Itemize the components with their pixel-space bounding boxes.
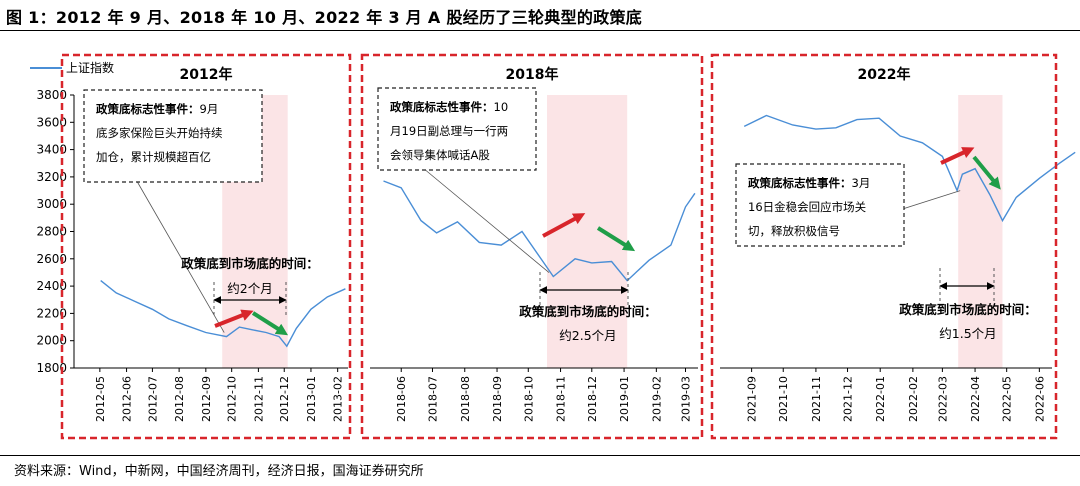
x-tick-label: 2018-09: [491, 376, 504, 422]
callout-leader: [425, 169, 550, 273]
decline-arrow: [972, 155, 1001, 190]
figure-source: 资料来源：Wind，中新网，中国经济周刊，经济日报，国海证券研究所: [14, 464, 424, 479]
x-tick-label: 2022-04: [969, 376, 982, 422]
x-tick-label: 2022-01: [874, 376, 887, 422]
callout-line: 切，释放积极信号: [748, 224, 840, 238]
x-tick-label: 2022-06: [1033, 376, 1046, 422]
callout-line: 16日金稳会回应市场关: [748, 200, 867, 214]
callout-heading: 政策底标志性事件：: [96, 102, 200, 116]
callout-box: [83, 89, 263, 183]
duration-value: 约2.5个月: [559, 328, 616, 343]
rebound-arrow: [214, 309, 254, 328]
x-tick-label: 2012-05: [94, 376, 107, 422]
x-tick-label: 2018-07: [426, 376, 439, 422]
legend-label: 上证指数: [66, 60, 114, 75]
y-tick-label: 2200: [36, 306, 67, 320]
callout-line: 加仓，累计规模超百亿: [96, 150, 211, 164]
panel-title: 2018年: [506, 66, 559, 83]
panel-title: 2012年: [180, 66, 233, 83]
panel-frame: [360, 53, 704, 440]
callout-heading: 政策底标志性事件：: [390, 100, 494, 114]
y-tick-label: 3200: [36, 170, 67, 184]
decline-arrow: [251, 311, 289, 336]
y-tick-label: 3800: [36, 88, 67, 102]
x-tick-label: 2018-10: [522, 376, 535, 422]
duration-label: 政策底到市场底的时间：: [899, 302, 1037, 317]
callout-text: 9月: [200, 102, 219, 116]
panel-frame: [60, 53, 352, 440]
x-tick-label: 2012-07: [146, 376, 159, 422]
panel-1: 2012-05 2012-06 2012-07 2012-08 2012-09 2012-…: [60, 53, 352, 440]
duration-value: 约2个月: [227, 281, 272, 296]
x-tick-label: 2012-06: [121, 376, 134, 422]
y-tick-label: 2400: [36, 279, 67, 293]
title-rule: [0, 30, 1080, 31]
callout-first-line: 政策底标志性事件：9月: [96, 102, 218, 116]
rebound-arrow: [542, 213, 586, 238]
callout-line: 月19日副总理与一行两: [390, 124, 508, 138]
y-tick-label: 1800: [36, 361, 67, 375]
series-line-shanghai-index: [383, 180, 696, 282]
duration-label: 政策底到市场底的时间：: [181, 256, 319, 271]
x-tick-label: 2022-05: [1001, 376, 1014, 422]
x-tick-label: 2021-10: [777, 376, 790, 422]
panel-3: 2021-09 2021-10 2021-11 2021-12 2022-01 2022-…: [710, 53, 1076, 440]
callout-text: 10: [494, 100, 509, 114]
x-tick-label: 2021-12: [842, 376, 855, 422]
x-tick-label: 2021-09: [746, 376, 759, 422]
callout-box: [735, 163, 905, 247]
x-tick-label: 2021-11: [810, 376, 823, 422]
x-tick-label: 2019-02: [650, 376, 663, 422]
x-tick-label: 2013-01: [305, 376, 318, 422]
series-line-shanghai-index: [100, 280, 346, 348]
callout-leader: [137, 181, 225, 333]
policy-bottom-shade: [547, 95, 628, 368]
y-tick-label: 3600: [36, 115, 67, 129]
series-line-shanghai-index: [743, 114, 1076, 223]
y-tick-label: 2800: [36, 225, 67, 239]
x-tick-label: 2022-03: [936, 376, 949, 422]
callout-line: 底多家保险巨头开始持续: [96, 126, 223, 140]
x-tick-label: 2018-08: [459, 376, 472, 422]
x-tick-label: 2019-03: [680, 376, 693, 422]
callout-first-line: 政策底标志性事件：10: [390, 100, 508, 114]
x-tick-label: 2012-11: [252, 376, 265, 422]
panel-frame: [710, 53, 1058, 440]
x-tick-label: 2018-06: [395, 376, 408, 422]
callout-line: 会领导集体喊话A股: [390, 148, 490, 162]
x-tick-label: 2022-02: [907, 376, 920, 422]
x-tick-label: 2012-12: [278, 376, 291, 422]
x-tick-label: 2018-11: [555, 376, 568, 422]
callout-box: [377, 87, 537, 171]
callout-text: 3月: [852, 176, 871, 190]
rebound-arrow: [940, 147, 975, 165]
x-tick-label: 2012-08: [173, 376, 186, 422]
y-tick-label: 2000: [36, 334, 67, 348]
x-tick-label: 2012-10: [226, 376, 239, 422]
y-tick-label: 3400: [36, 143, 67, 157]
policy-bottom-shade: [958, 95, 1003, 368]
callout-heading: 政策底标志性事件：: [748, 176, 852, 190]
y-tick-label: 3000: [36, 197, 67, 211]
callout-first-line: 政策底标志性事件：3月: [748, 176, 870, 190]
source-rule: [0, 455, 1080, 456]
duration-value: 约1.5个月: [939, 326, 996, 341]
policy-bottom-chart: 1800 2000 2200 2400 2600 2800 3000 3200 3400 3600…: [30, 53, 1076, 440]
x-tick-label: 2018-12: [586, 376, 599, 422]
decline-arrow: [596, 226, 636, 252]
figure-title: 图 1：2012 年 9 月、2018 年 10 月、2022 年 3 月 A …: [6, 8, 643, 27]
x-tick-label: 2019-01: [618, 376, 631, 422]
duration-label: 政策底到市场底的时间：: [519, 304, 657, 319]
x-tick-label: 2012-09: [200, 376, 213, 422]
y-tick-label: 2600: [36, 252, 67, 266]
panel-title: 2022年: [858, 66, 911, 83]
panel-2: 2018-06 2018-07 2018-08 2018-09 2018-10 2018-…: [360, 53, 704, 440]
x-tick-label: 2013-02: [332, 376, 345, 422]
